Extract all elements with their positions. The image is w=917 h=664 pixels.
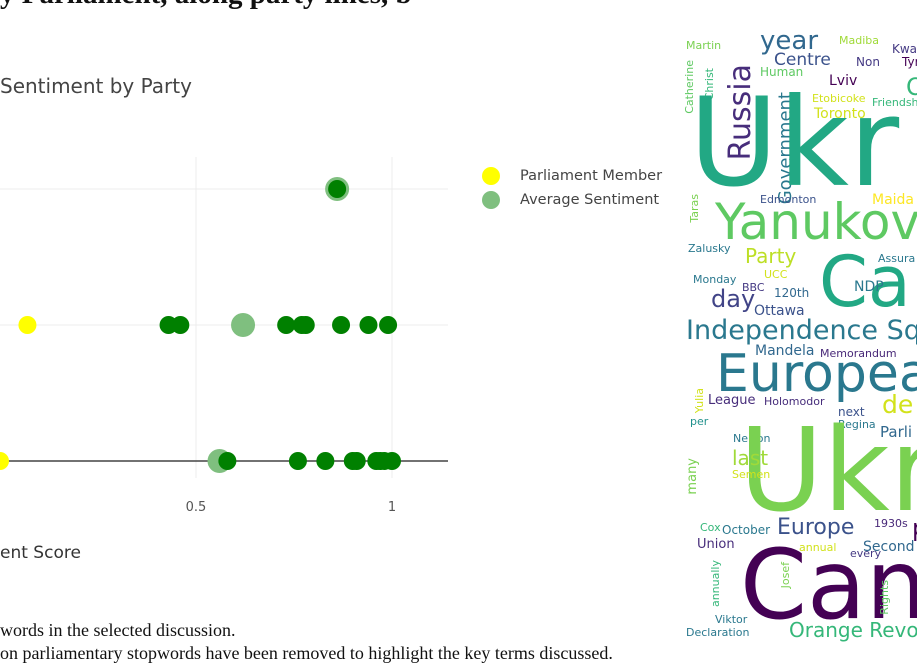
word-cloud-word: many xyxy=(685,458,700,495)
member-marker xyxy=(277,316,296,334)
legend-label: Parliament Member xyxy=(520,168,663,184)
word-cloud-word: de xyxy=(882,390,914,419)
word-cloud-word: Ukr xyxy=(739,404,917,538)
word-cloud-word: League xyxy=(708,393,756,408)
x-tick-label: 0.5 xyxy=(186,500,207,515)
word-cloud-word: last xyxy=(732,446,769,470)
word-cloud-word: Semen xyxy=(732,468,771,481)
word-cloud: Martin year Madiba Kwas Centre Non Tyr Human Lvi… xyxy=(684,32,917,644)
member-marker xyxy=(316,452,335,470)
word-cloud-word: Kwas xyxy=(892,42,917,56)
member-marker xyxy=(379,316,398,334)
word-cloud-word: 120th xyxy=(774,286,810,300)
chart-legend: Parliament Member Average Sentiment xyxy=(478,164,662,212)
member-marker xyxy=(218,452,237,470)
word-cloud-word: Europea xyxy=(716,344,917,404)
word-cloud-word: every xyxy=(850,547,882,560)
word-cloud-word: Declaration xyxy=(686,626,750,639)
word-cloud-word: Assura xyxy=(878,252,916,265)
word-cloud-word: Centre xyxy=(774,50,831,70)
member-marker xyxy=(18,316,37,334)
x-tick-label: 1 xyxy=(388,500,396,515)
word-cloud-word: Madiba xyxy=(839,34,879,47)
word-cloud-word: Holomodor xyxy=(764,395,825,408)
word-cloud-word: p xyxy=(912,516,917,540)
word-cloud-word: Friendsh xyxy=(872,96,917,109)
member-marker xyxy=(0,452,9,470)
member-marker xyxy=(296,316,315,334)
word-cloud-word: Etobicoke xyxy=(812,92,866,105)
word-cloud-word: Lviv xyxy=(829,73,858,89)
word-cloud-word: 1930s xyxy=(874,517,908,530)
word-cloud-word: Union xyxy=(697,537,735,552)
word-cloud-word: day xyxy=(711,285,756,313)
member-marker xyxy=(359,316,378,334)
chart-title: Sentiment by Party xyxy=(0,74,192,98)
member-marker xyxy=(347,452,366,470)
word-cloud-word: Viktor xyxy=(715,613,748,626)
word-cloud-word: Non xyxy=(856,55,880,69)
word-cloud-word: Human xyxy=(760,65,804,79)
word-cloud-word: Ca xyxy=(819,241,911,323)
word-cloud-word: Martin xyxy=(686,39,722,52)
word-cloud-word: Yulia xyxy=(693,388,706,414)
x-axis-title: ent Score xyxy=(0,543,81,563)
word-cloud-word: next xyxy=(838,405,865,419)
member-marker xyxy=(332,316,351,334)
word-cloud-word: Orange Revo xyxy=(789,618,917,642)
word-cloud-word: Second xyxy=(863,539,915,555)
member-marker xyxy=(171,316,190,334)
word-cloud-word: per xyxy=(690,415,709,428)
word-cloud-word: Ukr xyxy=(689,72,900,214)
word-cloud-word: Europe xyxy=(777,515,855,540)
word-cloud-word: Can xyxy=(740,529,917,641)
word-cloud-word: Tyr xyxy=(902,55,917,69)
word-cloud-word: October xyxy=(722,523,771,537)
word-cloud-word: Parli xyxy=(880,423,913,441)
member-marker xyxy=(383,452,401,470)
word-cloud-word: Taras xyxy=(688,194,701,223)
word-cloud-word: Maida xyxy=(872,192,915,208)
word-cloud-word: annually xyxy=(709,560,722,608)
word-cloud-word: Nelson xyxy=(733,432,771,445)
word-cloud-word: Party xyxy=(745,244,797,268)
word-cloud-word: Independence Sq xyxy=(686,315,917,346)
sentiment-scatter-plot[interactable]: 0.5 1 xyxy=(0,0,460,520)
average-sentiment-marker xyxy=(231,313,256,337)
caption-line-1: words in the selected discussion. xyxy=(0,620,236,640)
legend-marker-icon xyxy=(482,191,500,209)
caption-line-2: on parliamentary stopwords have been rem… xyxy=(0,643,613,663)
word-cloud-word: Edmonton xyxy=(760,193,817,206)
legend-item-parliament-member[interactable]: Parliament Member xyxy=(478,164,662,188)
word-cloud-word: BBC xyxy=(742,281,765,294)
word-cloud-word: Toronto xyxy=(814,106,866,122)
legend-label: Average Sentiment xyxy=(520,192,660,208)
legend-item-average-sentiment[interactable]: Average Sentiment xyxy=(478,188,662,212)
word-cloud-word: Ottawa xyxy=(754,303,805,319)
member-marker xyxy=(328,180,347,198)
word-cloud-word: UCC xyxy=(764,268,788,281)
word-cloud-word: Regina xyxy=(838,418,876,431)
page-heading: y Parliament, along party lines, b xyxy=(0,0,412,11)
word-cloud-word: Monday xyxy=(693,273,737,286)
word-cloud-word: year xyxy=(760,32,819,56)
word-cloud-word: O xyxy=(906,73,917,101)
word-cloud-word: Memorandum xyxy=(820,347,897,360)
word-cloud-word: annual xyxy=(799,541,837,554)
word-cloud-word: NDP xyxy=(854,279,884,295)
word-cloud-word: Rights xyxy=(878,580,891,615)
word-cloud-word: Yanukov xyxy=(715,193,917,251)
member-marker xyxy=(288,452,307,470)
word-cloud-word: Cox xyxy=(700,521,721,534)
word-cloud-word: Mandela xyxy=(755,343,815,359)
word-cloud-word: Zalusky xyxy=(688,242,731,255)
legend-marker-icon xyxy=(482,167,500,185)
